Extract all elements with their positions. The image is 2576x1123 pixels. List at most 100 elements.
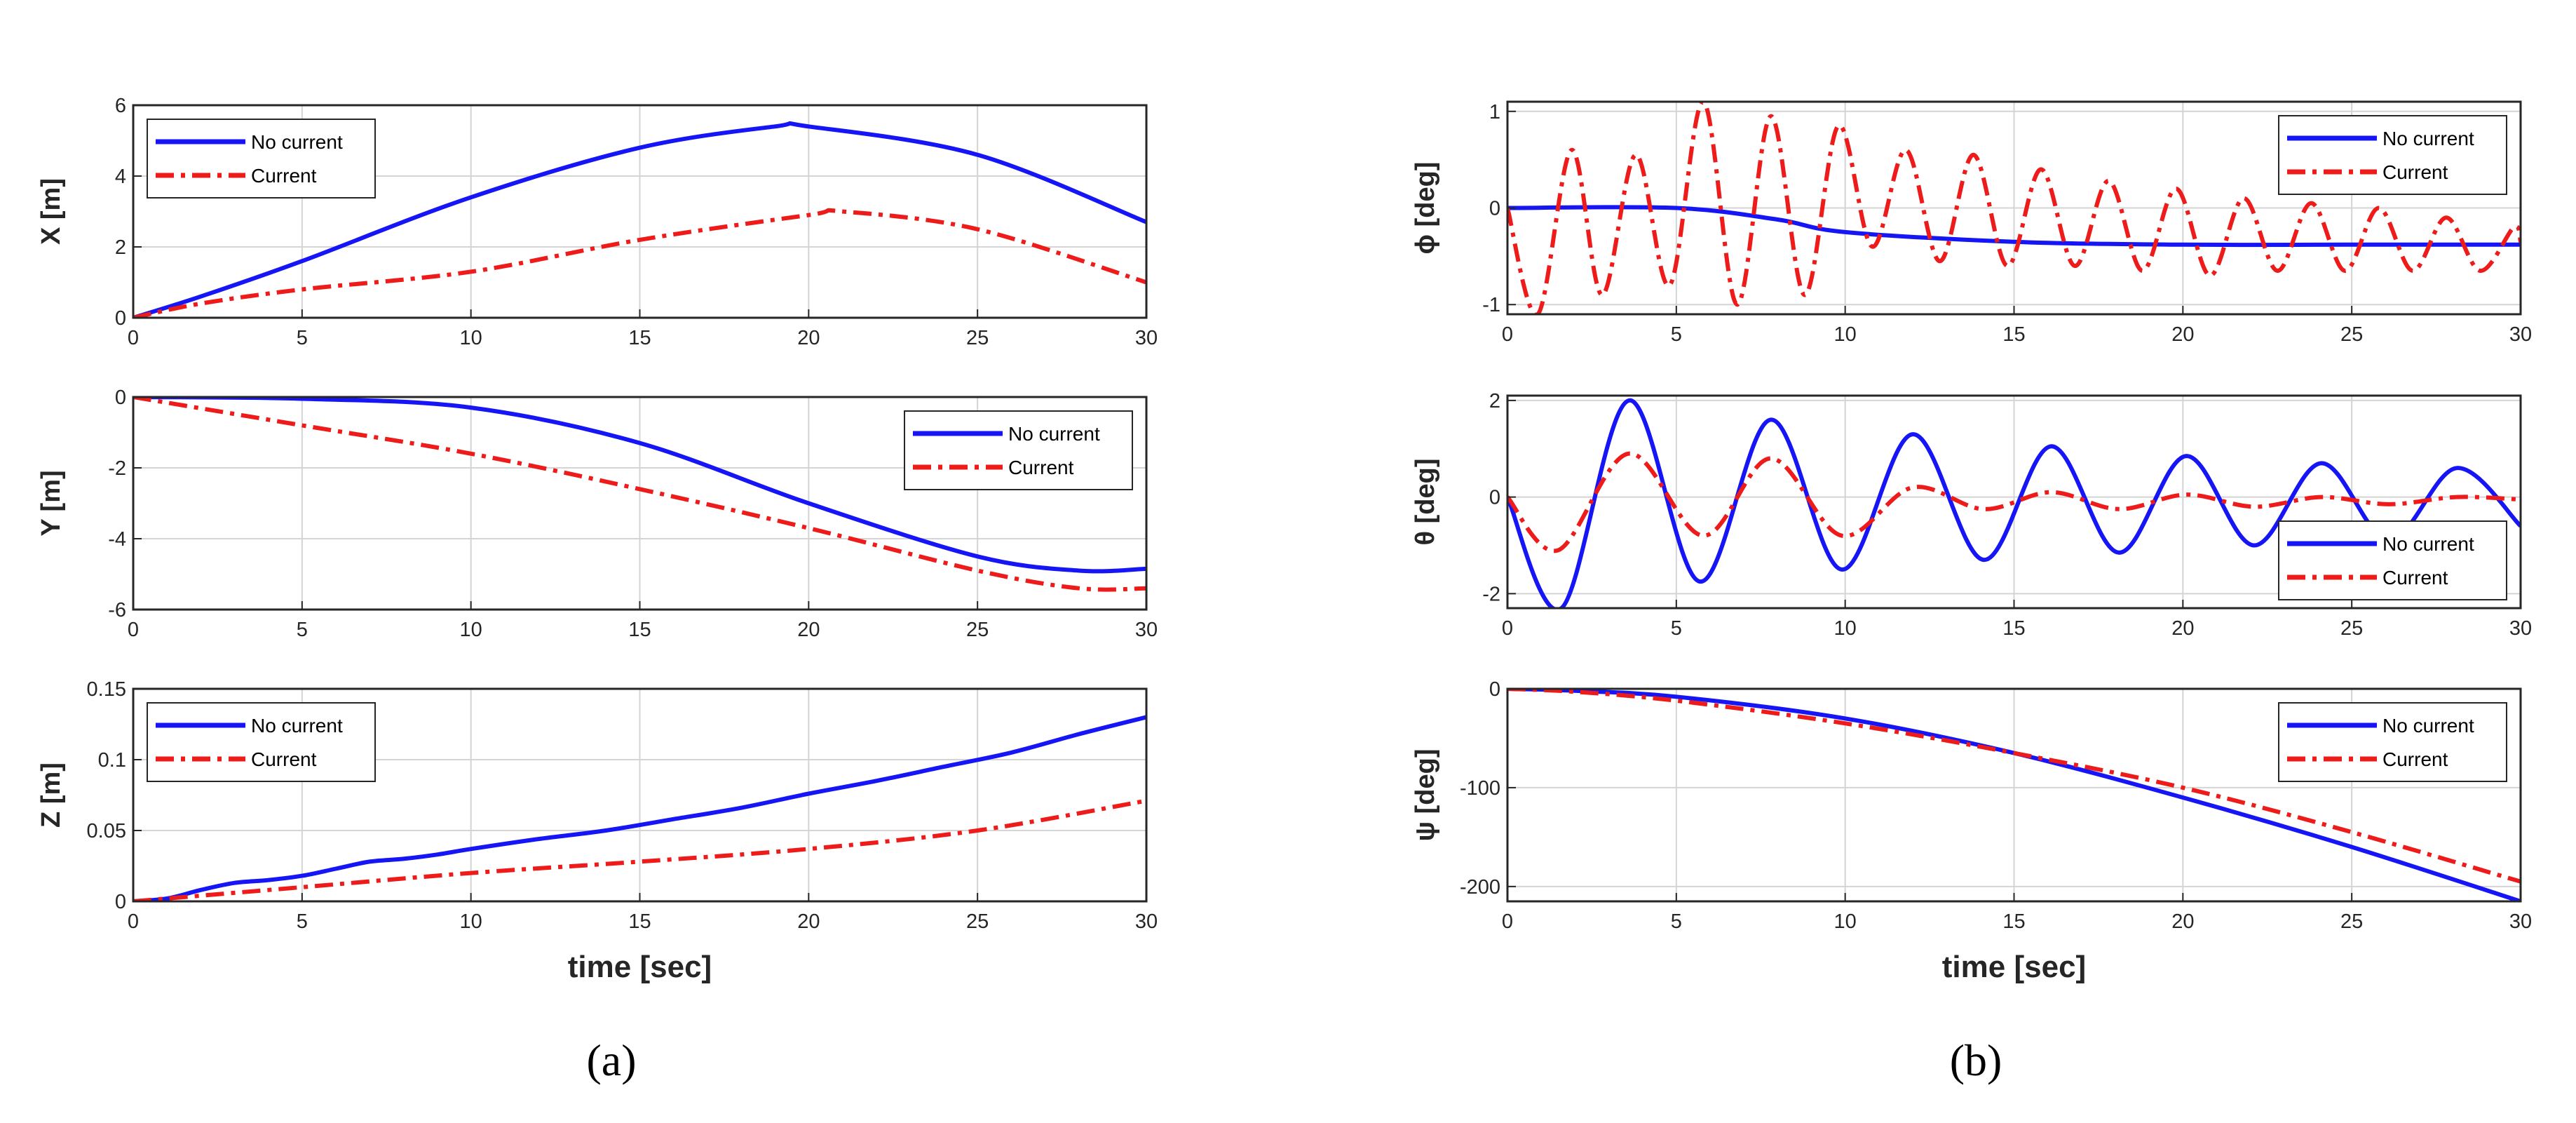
legend-label: Current [251,165,317,187]
legend-label: No current [1008,423,1100,445]
x-tick-label: 30 [1135,327,1158,349]
legend-label: Current [2382,567,2448,589]
series-line-no-current [1507,689,2521,901]
series-line-current [1507,451,2521,553]
y-tick-label: 6 [115,95,126,117]
x-tick-label: 10 [1834,323,1857,346]
x-tick-label: 15 [2002,323,2025,346]
x-tick-label: 15 [2002,910,2025,933]
y-tick-label: -1 [1482,294,1500,316]
x-tick-label: 0 [1502,323,1513,346]
y-tick-label: -2 [1482,583,1500,605]
x-tick-label: 10 [460,910,482,933]
chart-panel-2: 0 5 10 15 20 25 30 -6 -4 -2 0 Y [m] No current Curren… [36,386,1158,641]
x-tick-label: 5 [1671,910,1682,933]
x-tick-label: 25 [966,910,989,933]
series-line-current [133,208,1146,318]
x-tick-label: 0 [1502,617,1513,640]
x-tick-label: 10 [1834,910,1857,933]
x-tick-label: 15 [2002,617,2025,640]
y-tick-label: 0 [1489,198,1500,220]
x-axis-label: time [sec] [1942,950,2086,984]
y-tick-label: 0 [115,307,126,330]
x-tick-label: 30 [2509,323,2532,346]
x-tick-label: 5 [297,619,308,641]
x-tick-label: 0 [1502,910,1513,933]
x-tick-label: 5 [297,327,308,349]
legend: No current Current [2278,702,2507,782]
x-tick-label: 15 [628,327,651,349]
x-tick-label: 30 [2509,910,2532,933]
x-tick-label: 5 [1671,617,1682,640]
y-tick-label: -4 [108,528,126,551]
legend-label: No current [2382,715,2474,737]
y-tick-label: -2 [108,457,126,480]
series-line-no-current [133,121,1146,318]
x-tick-label: 25 [2340,910,2363,933]
legend-label: No current [251,715,343,737]
legend-box [147,119,376,199]
x-tick-label: 10 [460,619,482,641]
legend-box [2278,115,2507,195]
x-tick-label: 25 [966,619,989,641]
legend-label: Current [1008,457,1074,478]
x-tick-label: 20 [797,910,820,933]
x-tick-label: 15 [628,619,651,641]
x-tick-label: 0 [128,619,139,641]
series-line-current [1507,689,2521,884]
legend-label: No current [2382,533,2474,555]
x-tick-label: 5 [1671,323,1682,346]
legend-label: Current [2382,161,2448,183]
legend: No current Current [2278,520,2507,600]
series-line-current [133,798,1146,901]
x-tick-label: 5 [297,910,308,933]
x-axis-label: time [sec] [568,950,712,984]
x-tick-label: 20 [2171,617,2194,640]
legend-box [904,410,1133,490]
x-tick-label: 25 [2340,617,2363,640]
series-line-no-current [1507,398,2521,608]
y-tick-label: 2 [115,236,126,259]
y-tick-label: 4 [115,166,126,188]
y-tick-label: 0 [115,891,126,913]
x-tick-label: 30 [1135,619,1158,641]
legend-label: Current [2382,748,2448,770]
x-tick-label: 10 [460,327,482,349]
series-line-current [133,397,1146,592]
y-axis-label: ϕ [deg] [1411,162,1440,255]
y-tick-label: 0 [1489,487,1500,509]
chart-panel-3: 0 5 10 15 20 25 30 0 0.05 0.1 0.15 Z [m] time [sec] N… [36,678,1158,984]
x-tick-label: 20 [797,327,820,349]
y-tick-label: 2 [1489,390,1500,412]
legend-label: No current [251,131,343,153]
y-tick-label: 0.15 [87,678,126,701]
x-tick-label: 10 [1834,617,1857,640]
legend: No current Current [147,702,376,782]
chart-panel-1: 0 5 10 15 20 25 30 0 2 4 6 X [m] No current Current [36,95,1158,349]
x-tick-label: 25 [966,327,989,349]
y-axis-label: θ [deg] [1411,459,1440,546]
legend-box [2278,520,2507,600]
legend-box [2278,702,2507,782]
y-axis-label: Z [m] [36,762,66,828]
x-tick-label: 20 [2171,910,2194,933]
series-line-current [1507,102,2521,314]
y-tick-label: 0.05 [87,820,126,842]
legend: No current Current [147,119,376,199]
legend: No current Current [2278,115,2507,195]
series-line-no-current [133,397,1146,574]
y-tick-label: 0 [115,386,126,409]
chart-panel-6: 0 5 10 15 20 25 30 -200 -100 0 ψ [deg] time [sec] No… [1411,678,2532,984]
y-axis-label: ψ [deg] [1411,748,1440,841]
x-tick-label: 0 [128,327,139,349]
y-tick-label: 1 [1489,101,1500,123]
legend: No current Current [904,410,1133,490]
legend-label: No current [2382,128,2474,149]
y-tick-label: -100 [1460,777,1500,800]
series-line-no-current [133,715,1146,901]
x-tick-label: 20 [2171,323,2194,346]
